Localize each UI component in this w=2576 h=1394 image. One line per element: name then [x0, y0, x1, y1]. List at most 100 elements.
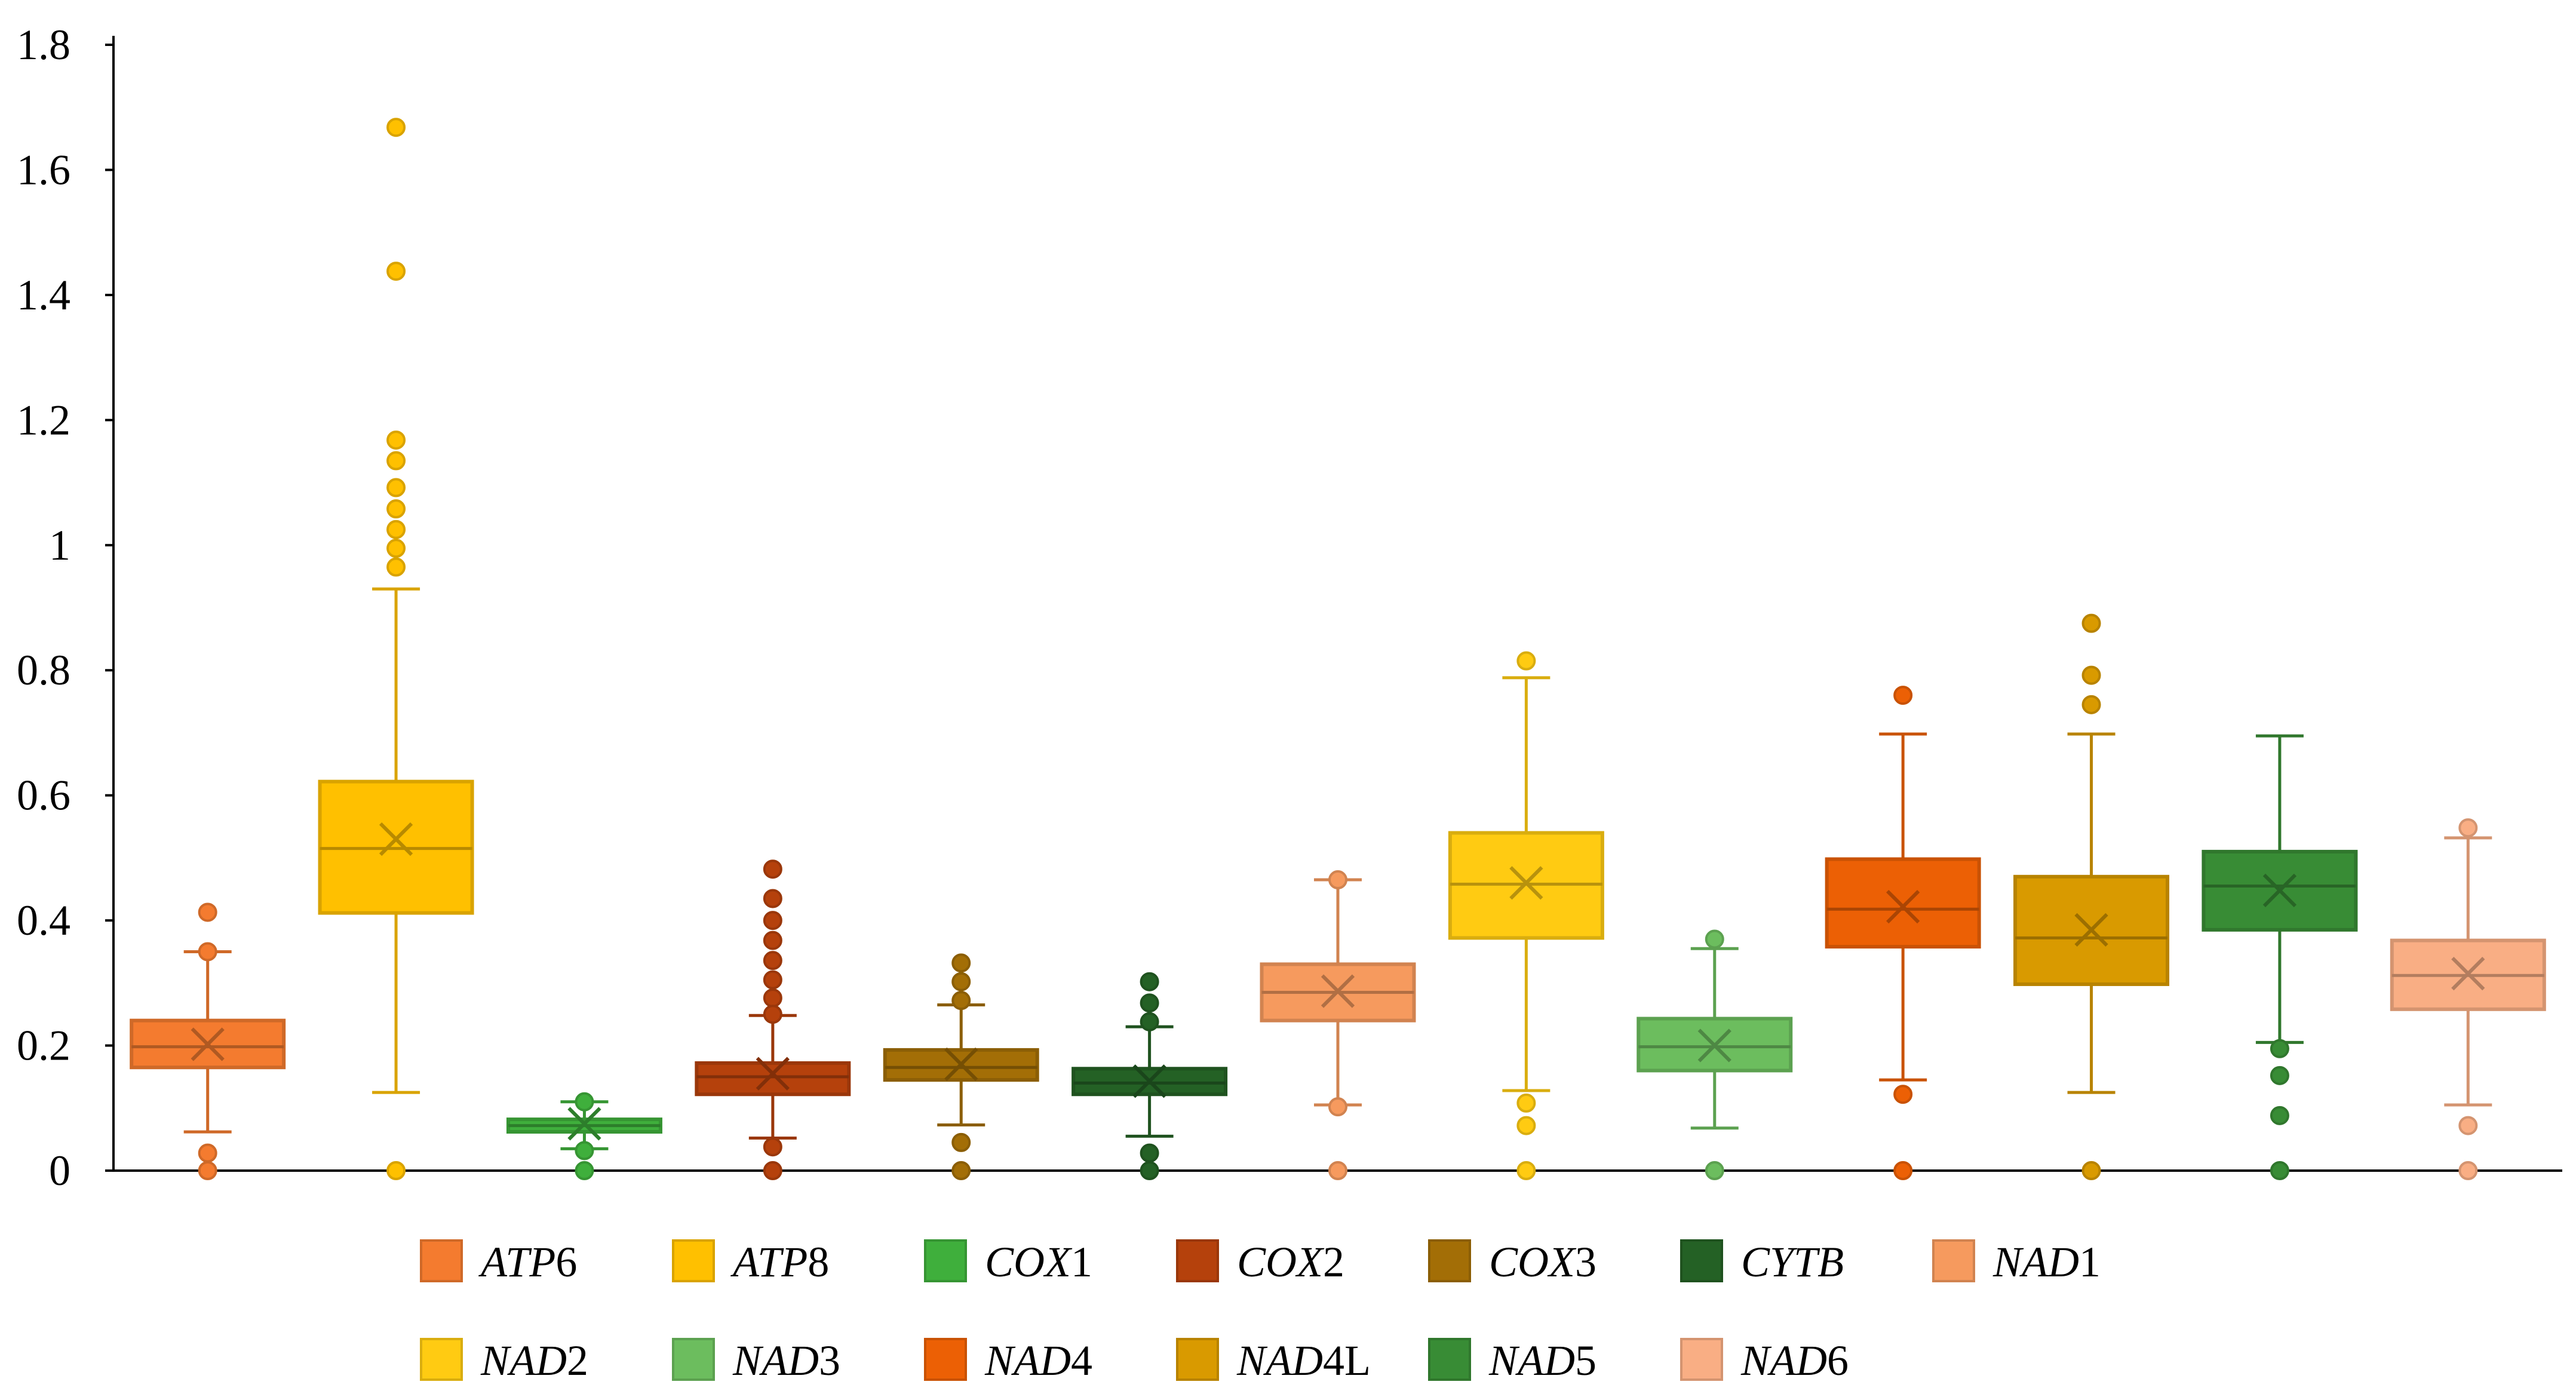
mean-marker — [191, 1027, 225, 1061]
mean-marker — [2074, 913, 2108, 947]
legend-item-cox3: COX3 — [1428, 1238, 1596, 1286]
outlier-point — [2458, 1116, 2478, 1135]
legend-swatch — [924, 1239, 967, 1282]
legend-label: NAD2 — [480, 1337, 588, 1384]
legend-swatch — [1176, 1338, 1219, 1381]
mean-marker — [1509, 866, 1543, 900]
outlier-point — [951, 1161, 971, 1180]
outlier-point — [1140, 1143, 1159, 1163]
box-cox2 — [695, 859, 851, 1180]
outlier-point — [1705, 929, 1724, 949]
legend-item-cytb: CYTB — [1680, 1238, 1844, 1286]
outlier-point — [763, 970, 782, 990]
box-nad5 — [2202, 734, 2358, 1180]
outlier-point — [1140, 972, 1159, 991]
boxes — [130, 118, 2546, 1180]
legend-item-cox1: COX1 — [924, 1238, 1092, 1286]
mean-marker — [2451, 957, 2485, 991]
legend-label: CYTB — [1741, 1238, 1844, 1286]
legend-item-nad5: NAD5 — [1428, 1337, 1596, 1384]
legend-label: ATP8 — [730, 1238, 829, 1286]
legend-swatch — [1428, 1338, 1471, 1381]
box-nad2 — [1448, 651, 1604, 1180]
outlier-point — [1705, 1161, 1724, 1180]
outlier-point — [2270, 1066, 2289, 1085]
outlier-point — [575, 1092, 594, 1111]
legend-swatch — [924, 1338, 967, 1381]
outlier-point — [951, 953, 971, 973]
outlier-point — [386, 118, 406, 137]
outlier-point — [198, 1161, 217, 1180]
outlier-point — [198, 942, 217, 962]
y-tick-label: 1 — [49, 521, 70, 569]
legend-swatch — [1680, 1239, 1723, 1282]
iqr-box — [695, 1061, 851, 1097]
y-tick-label: 0 — [49, 1147, 70, 1195]
outlier-point — [1516, 651, 1536, 671]
legend-label: COX1 — [985, 1238, 1092, 1286]
outlier-point — [763, 1005, 782, 1024]
outlier-point — [951, 991, 971, 1011]
mean-marker — [1886, 889, 1920, 924]
legend-label: NAD4L — [1236, 1337, 1371, 1384]
legend-swatch — [1428, 1239, 1471, 1282]
mean-marker — [756, 1057, 790, 1091]
legend-item-nad1: NAD1 — [1932, 1238, 2101, 1286]
legend-swatch — [672, 1239, 715, 1282]
outlier-point — [2270, 1161, 2289, 1180]
outlier-point — [1516, 1116, 1536, 1135]
legend-item-nad4: NAD4 — [924, 1337, 1092, 1384]
iqr-box — [1825, 857, 1981, 949]
outlier-point — [763, 988, 782, 1008]
outlier-point — [763, 859, 782, 879]
axes: 0 0.2 0.4 0.6 0.8 1 1.2 1.4 1.6 1.8 — [17, 21, 2562, 1195]
y-tick-label: 1.8 — [17, 21, 70, 69]
legend-label: NAD6 — [1740, 1337, 1849, 1384]
legend-item-cox2: COX2 — [1176, 1238, 1344, 1286]
outlier-point — [386, 478, 406, 498]
outlier-point — [198, 902, 217, 922]
mean-marker — [944, 1047, 978, 1082]
legend-label: COX3 — [1489, 1238, 1596, 1286]
legend-swatch — [672, 1338, 715, 1381]
mean-marker — [1132, 1064, 1166, 1098]
legend-label: NAD4 — [984, 1337, 1092, 1384]
outlier-point — [386, 539, 406, 558]
outlier-point — [1893, 686, 1913, 705]
legend-label: NAD5 — [1488, 1337, 1596, 1384]
outlier-point — [763, 951, 782, 971]
outlier-point — [763, 889, 782, 908]
legend-label: COX2 — [1237, 1238, 1344, 1286]
legend-swatch — [420, 1338, 463, 1381]
outlier-point — [575, 1141, 594, 1160]
box-cox3 — [883, 953, 1039, 1180]
outlier-point — [1140, 1012, 1159, 1031]
box-atp8 — [318, 118, 474, 1180]
outlier-point — [951, 1132, 971, 1152]
outlier-point — [2458, 818, 2478, 838]
legend-label: NAD1 — [1992, 1238, 2101, 1286]
mean-marker — [1321, 974, 1355, 1008]
box-nad1 — [1260, 870, 1416, 1180]
legend-item-nad2: NAD2 — [420, 1337, 588, 1384]
box-nad6 — [2390, 818, 2546, 1180]
y-tick-label: 1.2 — [17, 396, 70, 444]
legend-item-atp6: ATP6 — [420, 1238, 577, 1286]
box-nad4l — [2013, 613, 2170, 1180]
legend: ATP6 ATP8 COX1 COX2 COX3 CYTB NAD1 NAD2 NAD3 NAD4… — [420, 1238, 2101, 1384]
outlier-point — [386, 451, 406, 471]
y-tick-label: 1.4 — [17, 271, 70, 319]
legend-label: ATP6 — [478, 1238, 577, 1286]
mean-marker — [567, 1107, 601, 1141]
outlier-point — [1328, 1097, 1347, 1117]
legend-item-atp8: ATP8 — [672, 1238, 829, 1286]
mean-marker — [2262, 873, 2297, 907]
mean-marker — [379, 822, 413, 856]
outlier-point — [1140, 1161, 1159, 1180]
outlier-point — [2081, 613, 2101, 633]
outlier-point — [763, 1161, 782, 1180]
outlier-point — [763, 931, 782, 950]
outlier-point — [386, 430, 406, 450]
outlier-point — [763, 911, 782, 931]
